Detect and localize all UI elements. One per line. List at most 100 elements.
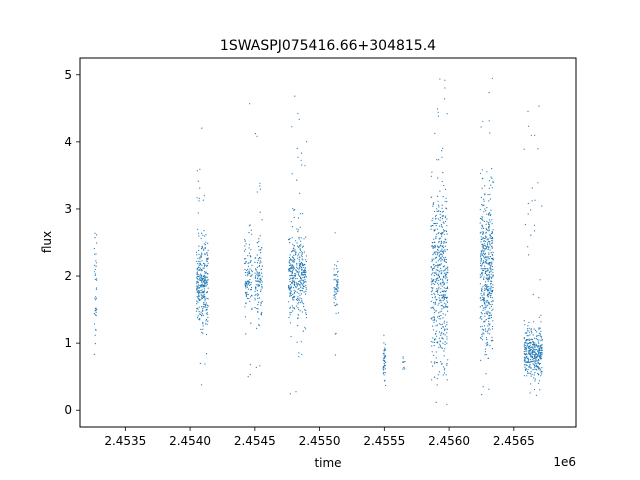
data-point [528, 361, 530, 363]
data-point [527, 357, 529, 359]
data-point [441, 180, 443, 183]
data-point [491, 219, 493, 221]
data-point [527, 339, 529, 341]
data-point [536, 339, 539, 341]
data-point [480, 236, 482, 238]
data-point [439, 246, 441, 248]
data-point [481, 290, 483, 292]
data-point [442, 196, 444, 198]
data-point [480, 272, 483, 275]
data-point [204, 271, 206, 273]
data-point [530, 209, 532, 211]
data-point [438, 247, 440, 249]
data-point [490, 257, 492, 260]
data-point [296, 271, 298, 273]
data-point [96, 309, 98, 311]
data-point [540, 345, 542, 347]
data-point [95, 299, 97, 301]
data-point [491, 328, 494, 330]
data-point [443, 260, 445, 262]
data-point [525, 352, 527, 354]
data-point [533, 360, 535, 362]
data-point [198, 253, 200, 255]
data-point [492, 289, 494, 291]
data-point [198, 296, 200, 298]
data-point [482, 232, 484, 234]
data-point [431, 307, 433, 309]
data-point [260, 257, 262, 259]
data-point [198, 292, 200, 295]
data-point [433, 309, 435, 311]
data-point [441, 304, 443, 306]
data-point [205, 309, 207, 311]
data-point [297, 253, 299, 255]
data-point [196, 277, 198, 279]
data-point [488, 224, 490, 226]
data-point [295, 273, 297, 275]
data-point [297, 231, 299, 233]
data-point [437, 200, 439, 202]
data-point [430, 341, 432, 343]
data-point [433, 251, 435, 253]
data-point [249, 300, 251, 302]
data-point [532, 363, 534, 365]
data-point [298, 238, 300, 240]
data-point [531, 351, 533, 353]
data-point [94, 273, 96, 275]
data-point [248, 283, 250, 285]
data-point [297, 217, 300, 219]
data-point [541, 344, 543, 346]
data-point [540, 358, 543, 360]
data-point [433, 258, 435, 260]
data-point [532, 347, 534, 349]
data-point [202, 325, 204, 327]
data-point [290, 290, 292, 293]
data-point [485, 300, 487, 302]
data-point [260, 277, 262, 279]
data-point [197, 284, 199, 286]
data-point [490, 273, 492, 275]
data-point [199, 262, 201, 264]
data-point [245, 282, 247, 284]
data-point [295, 290, 297, 292]
data-point [441, 218, 444, 220]
data-point [490, 305, 493, 308]
data-point [534, 363, 536, 365]
data-point [301, 302, 303, 304]
data-point [491, 336, 493, 338]
data-point [247, 255, 249, 257]
data-point [438, 288, 440, 290]
data-point [441, 235, 443, 237]
data-point [205, 333, 208, 336]
data-point [484, 328, 486, 330]
data-point [481, 218, 483, 221]
data-point [438, 331, 441, 333]
data-point [491, 247, 493, 249]
data-point [202, 291, 204, 293]
data-point [435, 330, 437, 332]
data-point [198, 245, 200, 247]
data-point [489, 214, 491, 217]
data-point [533, 342, 535, 344]
data-point [490, 288, 492, 290]
data-point [523, 360, 526, 362]
data-point [301, 264, 304, 266]
data-point [490, 176, 492, 178]
data-point [446, 297, 448, 299]
data-point [247, 272, 249, 274]
data-point [485, 353, 487, 355]
data-point [484, 237, 486, 240]
data-point [444, 200, 446, 202]
data-point [434, 241, 436, 243]
data-point [484, 249, 486, 251]
data-point [301, 261, 303, 264]
data-point [258, 238, 260, 240]
data-point [492, 320, 494, 322]
data-point [534, 372, 536, 374]
data-point [443, 366, 445, 368]
data-point [488, 264, 490, 266]
data-point [203, 314, 205, 316]
data-point [255, 286, 257, 288]
data-point [383, 362, 385, 365]
data-point [244, 262, 246, 265]
